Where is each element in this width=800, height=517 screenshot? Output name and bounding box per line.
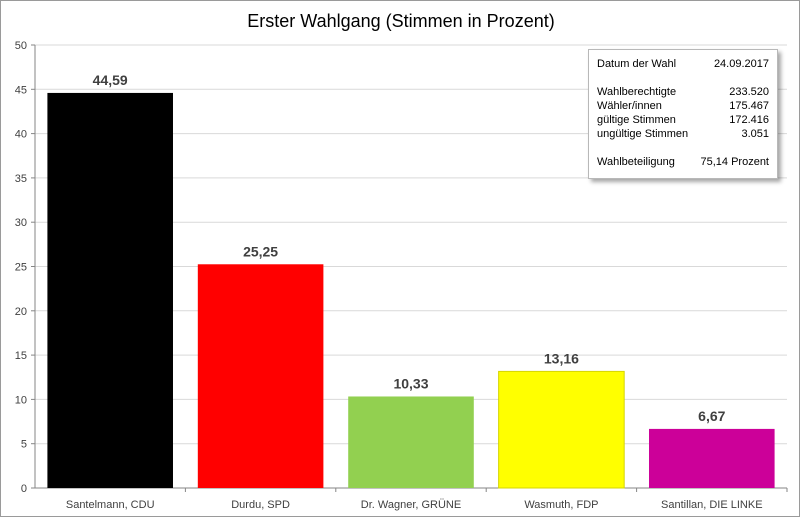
labels: 0 5 10 15 20 25 30 35 40 45 50 44,59 Santelmann, CDU… xyxy=(15,40,763,511)
date-label: Datum der Wahl xyxy=(597,58,677,70)
chart-title: Erster Wahlgang (Stimmen in Prozent) xyxy=(247,11,554,31)
bar xyxy=(47,92,173,488)
y-tick-label: 35 xyxy=(15,173,27,185)
voters-value: 175.467 xyxy=(729,100,769,112)
eligible-label: Wahlberechtigte xyxy=(597,86,677,98)
y-tick-label: 15 xyxy=(15,350,27,362)
x-tick-label: Dr. Wagner, GRÜNE xyxy=(361,499,461,511)
y-tick-label: 25 xyxy=(15,262,27,274)
x-tick-label: Santillan, DIE LINKE xyxy=(661,499,763,511)
bar xyxy=(649,428,775,488)
data-label: 25,25 xyxy=(243,243,278,259)
date-value: 24.09.2017 xyxy=(713,58,769,70)
x-tick-label: Durdu, SPD xyxy=(231,499,290,511)
y-tick-label: 40 xyxy=(15,129,27,141)
y-tick-label: 30 xyxy=(15,217,27,229)
info-row-date: Datum der Wahl 24.09.2017 xyxy=(597,57,769,71)
x-tick-label: Santelmann, CDU xyxy=(66,499,155,511)
y-tick-label: 0 xyxy=(21,483,27,495)
bar xyxy=(498,370,625,489)
x-tick-label: Wasmuth, FDP xyxy=(524,499,598,511)
invalid-label: ungültige Stimmen xyxy=(597,128,689,140)
y-tick-label: 45 xyxy=(15,84,27,96)
info-row-eligible: Wahlberechtigte 233.520 xyxy=(597,85,769,99)
valid-label: gültige Stimmen xyxy=(597,114,676,126)
turnout-label: Wahlbeteiligung xyxy=(597,156,675,168)
bar xyxy=(197,264,324,488)
turnout-value: 75,14 Prozent xyxy=(700,156,770,168)
y-tick-label: 10 xyxy=(15,394,27,406)
data-label: 13,16 xyxy=(544,350,579,366)
y-tick-label: 5 xyxy=(21,439,27,451)
invalid-value: 3.051 xyxy=(741,128,769,140)
y-tick-label: 50 xyxy=(15,40,27,52)
bars xyxy=(47,92,775,489)
data-label: 44,59 xyxy=(93,72,128,88)
info-row-valid: gültige Stimmen 172.416 xyxy=(597,113,769,127)
info-row-turnout: Wahlbeteiligung 75,14 Prozent xyxy=(597,155,769,169)
info-row-voters: Wähler/innen 175.467 xyxy=(597,99,769,113)
data-label: 10,33 xyxy=(393,375,428,391)
data-label: 6,67 xyxy=(698,408,725,424)
election-info-box: Datum der Wahl 24.09.2017 Wahlberechtigt… xyxy=(588,49,778,179)
voters-label: Wähler/innen xyxy=(597,100,662,112)
bar xyxy=(348,396,474,488)
valid-value: 172.416 xyxy=(729,114,769,126)
eligible-value: 233.520 xyxy=(729,86,769,98)
info-row-invalid: ungültige Stimmen 3.051 xyxy=(597,127,769,141)
y-tick-label: 20 xyxy=(15,306,27,318)
